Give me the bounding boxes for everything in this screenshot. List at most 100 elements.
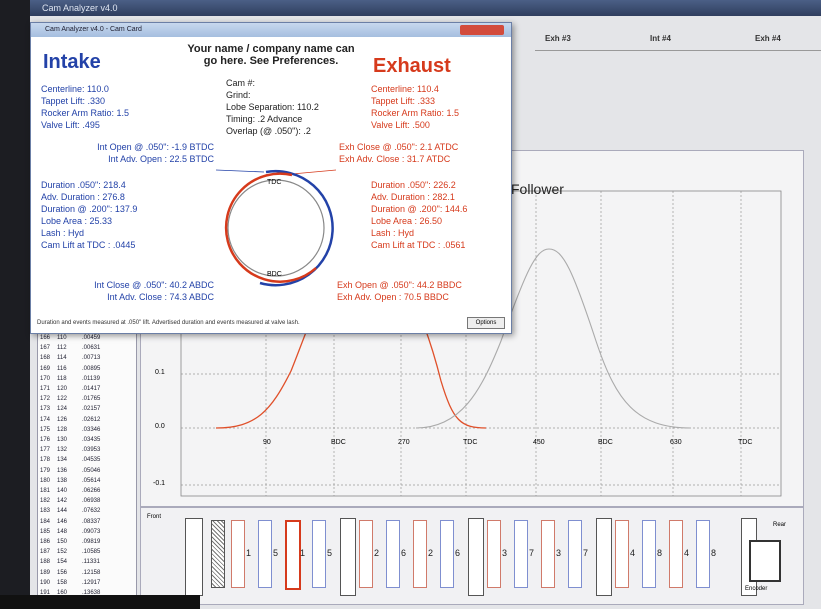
x-label: 630	[670, 439, 682, 446]
y-label: 0.0	[155, 423, 165, 430]
lobe-block	[514, 520, 528, 588]
tab[interactable]: Int #4	[650, 34, 671, 48]
tab[interactable]: Exh #4	[755, 34, 781, 48]
table-cell: 132	[57, 447, 67, 453]
lobe-block	[258, 520, 272, 588]
table-cell: 124	[57, 406, 67, 412]
header-note: Your name / company name can go here. Se…	[181, 43, 361, 67]
app-title-bar: Cam Analyzer v4.0	[30, 0, 821, 16]
cylinder-label: 1	[246, 548, 251, 558]
table-cell: .03435	[82, 437, 100, 443]
exhaust-detail: Adv. Duration : 282.1	[371, 191, 467, 203]
graph-title: Follower	[511, 181, 564, 197]
table-cell: 185	[40, 529, 50, 535]
cylinder-label: 2	[428, 548, 433, 558]
cylinder-label: 3	[502, 548, 507, 558]
intake-spec: Tappet Lift: .330	[41, 95, 129, 107]
table-cell: .02612	[82, 417, 100, 423]
intake-detail: Cam Lift at TDC : .0445	[41, 239, 137, 251]
cylinder-label: 4	[630, 548, 635, 558]
x-label: BDC	[598, 439, 613, 446]
table-cell: 118	[57, 376, 67, 382]
lobe-block	[413, 520, 427, 588]
intake-detail: Duration .050": 218.4	[41, 179, 137, 191]
table-cell: 158	[57, 580, 67, 586]
table-cell: .03346	[82, 427, 100, 433]
table-cell: .05614	[82, 478, 100, 484]
journal-block	[340, 518, 356, 596]
journal-block	[468, 518, 484, 596]
table-cell: 136	[57, 468, 67, 474]
cylinder-label: 5	[327, 548, 332, 558]
table-cell: 181	[40, 488, 50, 494]
intake-spec: Valve Lift: .495	[41, 119, 129, 131]
table-cell: 112	[57, 345, 67, 351]
table-cell: 142	[57, 498, 67, 504]
exhaust-spec: Centerline: 110.4	[371, 83, 459, 95]
exhaust-detail: Duration @ .200": 144.6	[371, 203, 467, 215]
exhaust-title: Exhaust	[373, 55, 451, 78]
tab[interactable]: Exh #3	[545, 34, 571, 48]
table-cell: .01765	[82, 396, 100, 402]
exhaust-detail: Cam Lift at TDC : .0561	[371, 239, 467, 251]
table-cell: .12158	[82, 570, 100, 576]
exhaust-detail: Lobe Area : 26.50	[371, 215, 467, 227]
footer-note: Duration and events measured at .050" li…	[37, 320, 300, 326]
cam-spec: Lobe Separation: 110.2	[226, 101, 319, 113]
cylinder-label: 2	[374, 548, 379, 558]
intake-detail: Lash : Hyd	[41, 227, 137, 239]
exhaust-detail: Duration .050": 226.2	[371, 179, 467, 191]
table-cell: .08337	[82, 519, 100, 525]
x-label: BDC	[331, 439, 346, 446]
cylinder-label: 5	[273, 548, 278, 558]
table-cell: 168	[40, 355, 50, 361]
table-cell: 189	[40, 570, 50, 576]
lobe-block	[669, 520, 683, 588]
cylinder-label: 3	[556, 548, 561, 558]
intake-detail: Adv. Duration : 276.8	[41, 191, 137, 203]
exhaust-spec: Valve Lift: .500	[371, 119, 459, 131]
table-cell: 140	[57, 488, 67, 494]
table-cell: 186	[40, 539, 50, 545]
rear-label: Rear	[773, 522, 786, 528]
x-label: 90	[263, 439, 271, 446]
cam-spec: Overlap (@ .050"): .2	[226, 125, 319, 137]
table-cell: 114	[57, 355, 67, 361]
table-cell: 173	[40, 406, 50, 412]
table-cell: .09819	[82, 539, 100, 545]
table-cell: 179	[40, 468, 50, 474]
screen: Cam Analyzer v4.0 Exh #3 Int #4 Exh #4 F…	[0, 0, 821, 609]
table-cell: 126	[57, 417, 67, 423]
options-button[interactable]: Options	[467, 317, 505, 329]
table-cell: 146	[57, 519, 67, 525]
taskbar	[0, 595, 200, 609]
x-label: 450	[533, 439, 545, 446]
table-cell: .02157	[82, 406, 100, 412]
table-cell: 184	[40, 519, 50, 525]
cylinder-label: 1	[300, 548, 305, 558]
exh-close: Exh Close @ .050": 2.1 ATDC	[339, 141, 458, 153]
table-cell: 172	[40, 396, 50, 402]
table-cell: 178	[40, 457, 50, 463]
journal-block	[596, 518, 612, 596]
y-label: 0.1	[155, 369, 165, 376]
table-cell: 170	[40, 376, 50, 382]
table-cell: 116	[57, 366, 67, 372]
front-label: Front	[147, 514, 161, 520]
x-label: TDC	[738, 439, 752, 446]
exhaust-detail: Lash : Hyd	[371, 227, 467, 239]
table-cell: 183	[40, 508, 50, 514]
x-label: TDC	[463, 439, 477, 446]
lobe-block	[231, 520, 245, 588]
close-button[interactable]	[460, 25, 504, 35]
lift-table: 166110.00459167112.00631168114.007131691…	[37, 332, 137, 606]
int-open: Int Open @ .050": -1.9 BTDC	[97, 141, 214, 153]
table-cell: 134	[57, 457, 67, 463]
lobe-block	[487, 520, 501, 588]
cylinder-label: 8	[711, 548, 716, 558]
lobe-block	[285, 520, 301, 590]
exhaust-spec: Tappet Lift: .333	[371, 95, 459, 107]
